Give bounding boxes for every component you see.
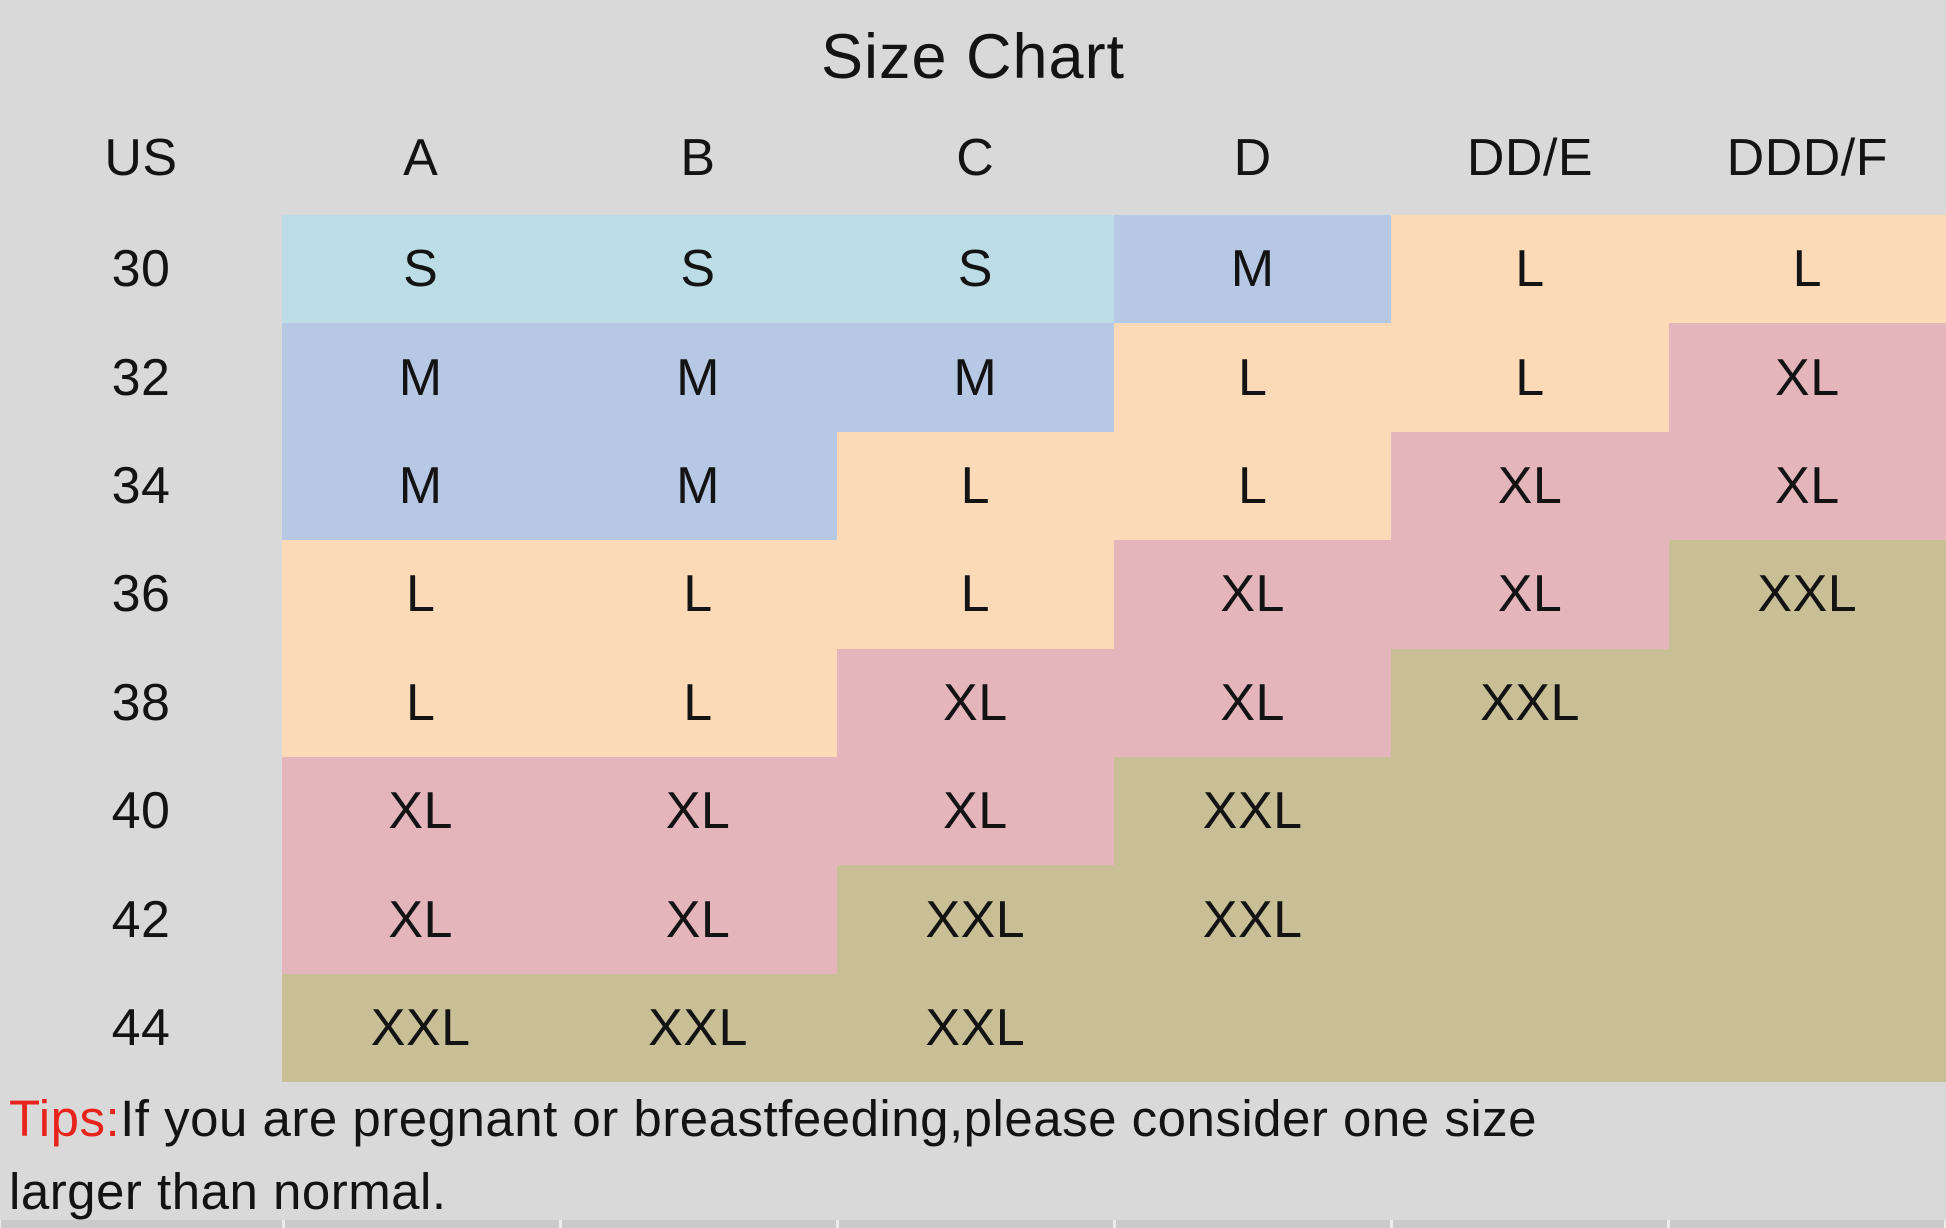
size-cell: XL [1114, 540, 1392, 649]
page-title: Size Chart [820, 22, 1126, 92]
size-cell: XL [1668, 431, 1946, 541]
band-size-label: 32 [111, 348, 171, 407]
size-cell: L [836, 431, 1114, 541]
size-cell: M [559, 431, 837, 541]
size-cell [1391, 973, 1669, 1083]
tips-note: Tips:If you are pregnant or breastfeedin… [9, 1082, 1919, 1228]
size-cell [1668, 973, 1946, 1083]
size-cell: L [1114, 431, 1392, 541]
size-chart-table: US A B C D DD/E DDD/F 30 S S S M L L 32 M M M L L XL 34 M M L L XL… [0, 100, 1946, 1083]
size-cell [1391, 756, 1669, 866]
size-cell: M [1114, 215, 1392, 324]
size-cell: S [559, 215, 837, 324]
size-cell: XL [836, 756, 1114, 866]
band-size-label: 38 [111, 673, 171, 732]
size-cell: M [282, 323, 560, 432]
tips-line-1: Tips:If you are pregnant or breastfeedin… [9, 1082, 1919, 1155]
size-cell: XL [559, 756, 837, 866]
size-cell: S [836, 215, 1114, 324]
size-cell: M [282, 431, 560, 541]
size-cell: XL [1114, 648, 1392, 757]
size-cell: L [559, 540, 837, 649]
size-cell: XL [1391, 540, 1669, 649]
size-cell [1668, 648, 1946, 757]
size-cell: XXL [1114, 865, 1392, 974]
size-cell: XXL [836, 865, 1114, 974]
size-cell: XL [1391, 431, 1669, 541]
header-cell-d: D [1233, 128, 1272, 187]
band-size-label: 40 [111, 782, 171, 841]
size-cell [1391, 865, 1669, 974]
header-cell-ddd-f: DDD/F [1726, 128, 1889, 187]
tips-text-line2: larger than normal. [9, 1163, 447, 1220]
band-size-label: 30 [111, 240, 171, 299]
size-cell [1114, 973, 1392, 1083]
size-cell: XXL [1668, 540, 1946, 649]
size-cell: L [1391, 323, 1669, 432]
header-cell-us: US [104, 128, 178, 187]
size-cell: S [282, 215, 560, 324]
size-cell: XXL [836, 973, 1114, 1083]
header-cell-b: B [680, 128, 716, 187]
size-cell: XL [559, 865, 837, 974]
size-cell: M [836, 323, 1114, 432]
size-cell: XL [836, 648, 1114, 757]
cropped-next-table-edge [0, 1220, 1946, 1228]
size-cell: L [282, 648, 560, 757]
size-cell: XXL [1391, 648, 1669, 757]
header-cell-c: C [956, 128, 995, 187]
size-cell [1668, 865, 1946, 974]
band-size-label: 42 [111, 890, 171, 949]
band-size-label: 34 [111, 456, 171, 515]
header-cell-dd-e: DD/E [1466, 128, 1594, 187]
size-cell: XXL [1114, 756, 1392, 866]
size-cell: XXL [559, 973, 837, 1083]
header-cell-a: A [403, 128, 439, 187]
tips-label: Tips: [9, 1090, 121, 1147]
size-cell: XL [282, 865, 560, 974]
band-size-label: 36 [111, 565, 171, 624]
size-cell: L [282, 540, 560, 649]
size-cell: L [836, 540, 1114, 649]
size-cell: XXL [282, 973, 560, 1083]
size-cell: XL [1668, 323, 1946, 432]
size-cell: L [1391, 215, 1669, 324]
size-cell: XL [282, 756, 560, 866]
size-cell: M [559, 323, 837, 432]
tips-text-line1: If you are pregnant or breastfeeding,ple… [120, 1090, 1538, 1147]
size-cell [1668, 756, 1946, 866]
size-cell: L [559, 648, 837, 757]
band-size-label: 44 [111, 998, 171, 1057]
size-cell: L [1114, 323, 1392, 432]
size-cell: L [1668, 215, 1946, 324]
